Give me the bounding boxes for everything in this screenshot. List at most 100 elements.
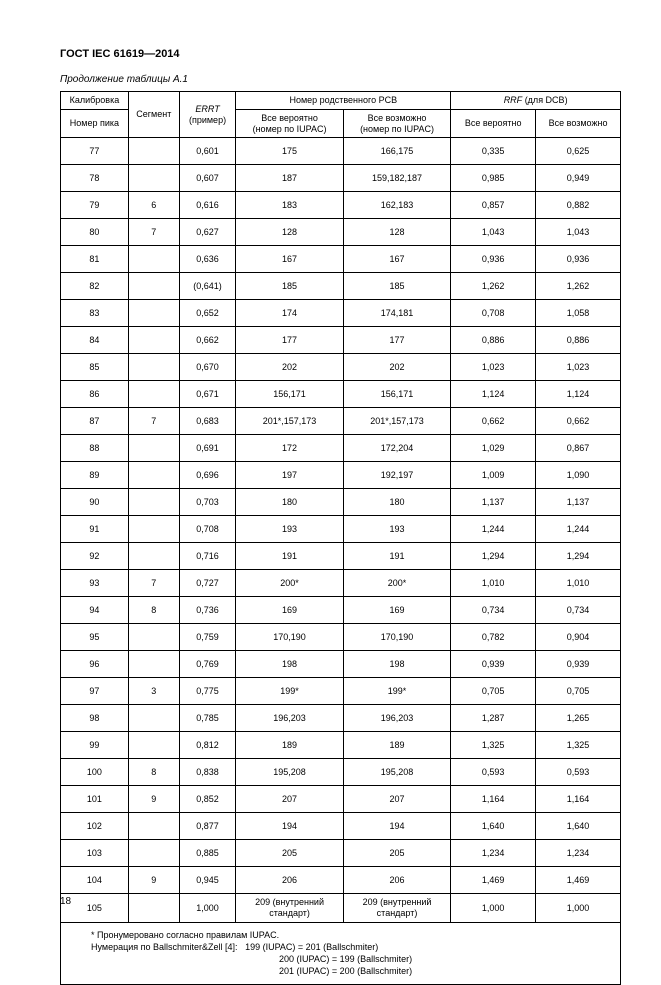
cell-p: 200*: [236, 570, 343, 597]
cell-r2: 1,265: [536, 705, 621, 732]
table-row: 9370,727200*200*1,0101,010: [61, 570, 621, 597]
cell-p: 180: [236, 489, 343, 516]
cell-q: 189: [343, 732, 450, 759]
cell-r2: 1,000: [536, 894, 621, 923]
cell-n: 98: [61, 705, 129, 732]
cell-r1: 1,023: [451, 354, 536, 381]
cell-n: 91: [61, 516, 129, 543]
table-row: 810,6361671670,9360,936: [61, 246, 621, 273]
cell-p: 177: [236, 327, 343, 354]
cell-errt: 0,662: [179, 327, 236, 354]
cell-errt: 0,601: [179, 138, 236, 165]
cell-r1: 0,705: [451, 678, 536, 705]
cell-q: 172,204: [343, 435, 450, 462]
cell-q: 206: [343, 867, 450, 894]
cell-n: 87: [61, 408, 129, 435]
cell-q: 195,208: [343, 759, 450, 786]
cell-n: 100: [61, 759, 129, 786]
footnote-line-3: 200 (IUPAC) = 199 (Ballschmiter): [91, 953, 610, 965]
cell-r1: 0,782: [451, 624, 536, 651]
cell-seg: 3: [128, 678, 179, 705]
cell-q: 199*: [343, 678, 450, 705]
cell-n: 94: [61, 597, 129, 624]
table-row: 960,7691981980,9390,939: [61, 651, 621, 678]
cell-r2: 1,137: [536, 489, 621, 516]
cell-r2: 1,325: [536, 732, 621, 759]
cell-seg: 7: [128, 570, 179, 597]
cell-q: 156,171: [343, 381, 450, 408]
cell-p: 183: [236, 192, 343, 219]
cell-r1: 1,262: [451, 273, 536, 300]
cell-r2: 0,949: [536, 165, 621, 192]
cell-q: 202: [343, 354, 450, 381]
cell-seg: [128, 138, 179, 165]
cell-p: 169: [236, 597, 343, 624]
cell-errt: 0,759: [179, 624, 236, 651]
cell-seg: [128, 624, 179, 651]
cell-q: 162,183: [343, 192, 450, 219]
cell-r1: 1,164: [451, 786, 536, 813]
head-rrf-suffix: (для DCB): [522, 95, 567, 105]
cell-n: 78: [61, 165, 129, 192]
cell-errt: 0,703: [179, 489, 236, 516]
table-row: 890,696197192,1971,0091,090: [61, 462, 621, 489]
page-number: 18: [60, 896, 71, 907]
head-calibration: Калибровка: [61, 92, 129, 110]
cell-q: 198: [343, 651, 450, 678]
cell-p: 194: [236, 813, 343, 840]
table-row: 8770,683201*,157,173201*,157,1730,6620,6…: [61, 408, 621, 435]
cell-r1: 1,294: [451, 543, 536, 570]
table-row: 900,7031801801,1371,137: [61, 489, 621, 516]
head-peak-no: Номер пика: [61, 109, 129, 138]
head-errt-label: ERRT: [195, 104, 219, 114]
cell-r2: 1,234: [536, 840, 621, 867]
table-row: 1020,8771941941,6401,640: [61, 813, 621, 840]
cell-r1: 0,985: [451, 165, 536, 192]
cell-p: 193: [236, 516, 343, 543]
cell-seg: 7: [128, 408, 179, 435]
cell-r2: 1,244: [536, 516, 621, 543]
cell-n: 95: [61, 624, 129, 651]
table-row: 780,607187159,182,1870,9850,949: [61, 165, 621, 192]
cell-p: 156,171: [236, 381, 343, 408]
cell-r1: 1,640: [451, 813, 536, 840]
cell-n: 86: [61, 381, 129, 408]
cell-r1: 0,662: [451, 408, 536, 435]
cell-r1: 1,469: [451, 867, 536, 894]
cell-r2: 1,124: [536, 381, 621, 408]
cell-seg: [128, 300, 179, 327]
cell-q: 174,181: [343, 300, 450, 327]
cell-r1: 1,000: [451, 894, 536, 923]
cell-errt: 0,671: [179, 381, 236, 408]
cell-seg: [128, 381, 179, 408]
cell-r1: 1,325: [451, 732, 536, 759]
cell-r2: 1,043: [536, 219, 621, 246]
head-rrf-prob: Все вероятно: [451, 109, 536, 138]
cell-errt: 0,885: [179, 840, 236, 867]
cell-n: 102: [61, 813, 129, 840]
head-segment: Сегмент: [128, 92, 179, 138]
cell-errt: 0,877: [179, 813, 236, 840]
table-row: 990,8121891891,3251,325: [61, 732, 621, 759]
cell-r1: 0,734: [451, 597, 536, 624]
cell-p: 172: [236, 435, 343, 462]
cell-r2: 1,262: [536, 273, 621, 300]
cell-errt: 0,775: [179, 678, 236, 705]
cell-errt: 0,769: [179, 651, 236, 678]
cell-r1: 1,124: [451, 381, 536, 408]
cell-q: 200*: [343, 570, 450, 597]
table-row: 860,671156,171156,1711,1241,124: [61, 381, 621, 408]
cell-seg: [128, 894, 179, 923]
cell-seg: [128, 246, 179, 273]
cell-n: 90: [61, 489, 129, 516]
cell-seg: [128, 813, 179, 840]
cell-p: 191: [236, 543, 343, 570]
cell-n: 97: [61, 678, 129, 705]
cell-p: 167: [236, 246, 343, 273]
cell-r2: 0,939: [536, 651, 621, 678]
cell-seg: [128, 543, 179, 570]
cell-r2: 0,734: [536, 597, 621, 624]
cell-r1: 1,010: [451, 570, 536, 597]
table-row: 7960,616183162,1830,8570,882: [61, 192, 621, 219]
table-row: 1051,000209 (внутренний стандарт)209 (вн…: [61, 894, 621, 923]
